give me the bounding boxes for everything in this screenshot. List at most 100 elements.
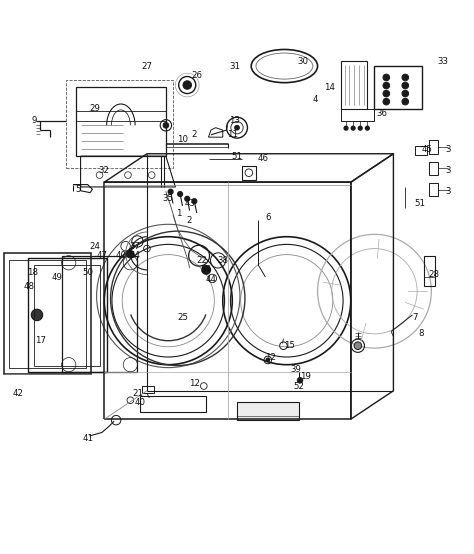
Circle shape <box>351 126 355 130</box>
Text: 35: 35 <box>163 194 174 203</box>
Bar <box>424 255 435 286</box>
Bar <box>140 396 206 412</box>
Text: 2: 2 <box>187 216 192 224</box>
Circle shape <box>183 81 191 89</box>
Circle shape <box>185 197 190 201</box>
Text: 4: 4 <box>312 95 318 104</box>
Bar <box>76 88 166 156</box>
Circle shape <box>383 82 390 89</box>
Text: 41: 41 <box>82 434 93 443</box>
Text: 49: 49 <box>52 273 62 281</box>
Circle shape <box>192 199 197 203</box>
Bar <box>28 258 107 372</box>
Text: 33: 33 <box>438 57 449 66</box>
Text: 30: 30 <box>298 57 309 66</box>
Circle shape <box>235 125 239 130</box>
Bar <box>242 166 256 180</box>
Text: 12: 12 <box>264 353 276 362</box>
Bar <box>341 109 374 121</box>
Text: 40: 40 <box>134 398 146 407</box>
Circle shape <box>354 342 362 350</box>
Circle shape <box>383 90 390 97</box>
Text: 21: 21 <box>132 388 143 398</box>
Bar <box>142 386 154 393</box>
Text: 48: 48 <box>24 282 35 291</box>
Text: 2: 2 <box>191 130 197 139</box>
Text: 43: 43 <box>184 199 195 208</box>
Text: 12: 12 <box>189 379 200 388</box>
Bar <box>4 253 91 374</box>
Text: 27: 27 <box>141 61 153 70</box>
Circle shape <box>127 250 134 258</box>
Circle shape <box>297 377 303 383</box>
Bar <box>429 183 438 197</box>
Bar <box>415 146 427 155</box>
Circle shape <box>344 126 348 130</box>
Text: 44: 44 <box>205 275 217 284</box>
Circle shape <box>358 126 362 130</box>
Text: 45: 45 <box>421 145 432 153</box>
Text: 54: 54 <box>129 251 141 260</box>
Text: 9: 9 <box>31 116 37 125</box>
Text: 6: 6 <box>265 213 271 222</box>
Circle shape <box>402 90 409 97</box>
Circle shape <box>402 74 409 81</box>
Circle shape <box>383 74 390 81</box>
Text: 37: 37 <box>129 242 141 251</box>
Circle shape <box>202 265 210 274</box>
Text: 3: 3 <box>445 166 451 175</box>
Text: 7: 7 <box>412 313 418 322</box>
Text: 24: 24 <box>89 242 100 251</box>
Bar <box>237 402 299 420</box>
Text: 17: 17 <box>35 336 46 346</box>
Text: 32: 32 <box>99 166 110 175</box>
Bar <box>374 66 422 109</box>
Text: 3: 3 <box>445 145 451 153</box>
Text: 1: 1 <box>176 208 182 218</box>
Circle shape <box>402 98 409 105</box>
Text: 18: 18 <box>27 268 38 277</box>
Text: 10: 10 <box>177 135 188 144</box>
Circle shape <box>31 309 43 321</box>
Circle shape <box>402 82 409 89</box>
Circle shape <box>168 189 173 194</box>
Bar <box>429 162 438 175</box>
Text: 8: 8 <box>418 330 424 338</box>
Bar <box>341 61 367 109</box>
Text: 28: 28 <box>428 270 439 279</box>
Text: 46: 46 <box>257 154 269 163</box>
Text: 14: 14 <box>324 83 335 92</box>
Circle shape <box>178 192 182 197</box>
Text: 52: 52 <box>293 382 304 391</box>
Text: 31: 31 <box>229 61 240 70</box>
Bar <box>429 141 438 154</box>
Circle shape <box>163 122 169 128</box>
Text: 42: 42 <box>12 388 24 398</box>
Text: 3: 3 <box>445 187 451 196</box>
Text: 40: 40 <box>115 251 127 260</box>
Text: 38: 38 <box>217 256 228 265</box>
Text: 11: 11 <box>227 130 238 139</box>
Text: 36: 36 <box>376 109 387 118</box>
Circle shape <box>365 126 369 130</box>
Bar <box>9 260 86 368</box>
Text: 22: 22 <box>196 256 207 265</box>
Text: 39: 39 <box>291 365 301 374</box>
Text: 19: 19 <box>301 372 311 381</box>
Text: 54: 54 <box>201 265 212 274</box>
Text: 26: 26 <box>191 71 202 80</box>
Circle shape <box>383 98 390 105</box>
Text: 13: 13 <box>229 116 240 125</box>
Bar <box>34 265 100 366</box>
Bar <box>62 255 137 372</box>
Text: 50: 50 <box>82 268 93 277</box>
Text: 51: 51 <box>414 199 425 208</box>
Circle shape <box>266 358 270 362</box>
Text: 5: 5 <box>75 185 81 194</box>
Text: 51: 51 <box>231 152 243 161</box>
Bar <box>66 80 173 168</box>
Text: 29: 29 <box>90 104 100 113</box>
Text: 15: 15 <box>283 341 295 350</box>
Text: 25: 25 <box>177 313 188 322</box>
Text: 47: 47 <box>96 251 108 260</box>
